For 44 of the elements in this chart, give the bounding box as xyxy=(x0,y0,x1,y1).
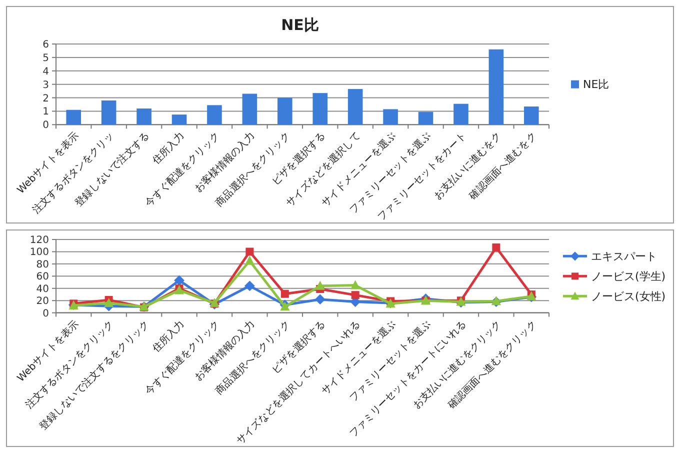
bar xyxy=(172,114,187,125)
y-tick-label: 120 xyxy=(30,235,49,246)
chart-title: NE比 xyxy=(281,16,319,34)
legend-label: エキスパート xyxy=(591,250,657,263)
y-tick-label: 1 xyxy=(42,106,49,118)
y-tick-label: 40 xyxy=(36,284,49,295)
y-tick-label: 0 xyxy=(42,308,49,320)
point xyxy=(104,298,114,308)
bar xyxy=(383,109,398,125)
point xyxy=(315,280,325,290)
bar xyxy=(207,105,222,125)
legend-label: NE比 xyxy=(583,78,610,92)
point xyxy=(492,243,500,252)
y-tick-label: 6 xyxy=(42,40,49,50)
legend-label: ノービス(女性) xyxy=(591,290,666,303)
point xyxy=(244,256,254,265)
y-tick-label: 4 xyxy=(42,66,49,78)
point xyxy=(174,275,184,286)
bar xyxy=(242,94,258,125)
bar xyxy=(348,89,363,125)
y-tick-label: 0 xyxy=(42,120,49,132)
bar xyxy=(312,93,328,125)
point xyxy=(350,280,360,290)
y-tick-label: 60 xyxy=(36,272,49,283)
y-tick-label: 2 xyxy=(42,93,49,104)
bar xyxy=(454,104,468,125)
legend-label: ノービス(学生) xyxy=(591,270,666,283)
bar xyxy=(524,106,539,125)
point xyxy=(351,291,360,300)
bar xyxy=(278,98,292,125)
y-tick-label: 80 xyxy=(36,259,49,270)
y-tick-label: 20 xyxy=(36,296,49,308)
point xyxy=(280,290,289,298)
bar xyxy=(66,110,81,125)
y-tick-label: 3 xyxy=(42,80,49,91)
bar xyxy=(488,49,504,125)
point xyxy=(246,248,254,256)
point xyxy=(244,280,255,292)
point xyxy=(314,294,326,305)
bar xyxy=(101,100,116,125)
bar xyxy=(418,112,434,125)
bar xyxy=(136,108,152,125)
y-tick-label: 5 xyxy=(42,52,49,64)
y-tick-label: 100 xyxy=(30,247,49,258)
